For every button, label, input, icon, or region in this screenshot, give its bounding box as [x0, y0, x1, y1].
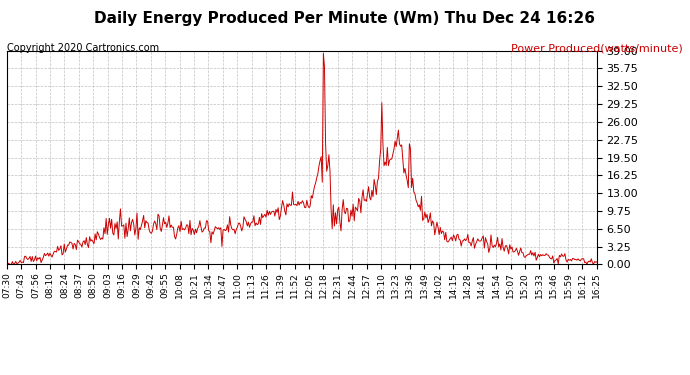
Text: Copyright 2020 Cartronics.com: Copyright 2020 Cartronics.com: [7, 43, 159, 53]
Text: Daily Energy Produced Per Minute (Wm) Thu Dec 24 16:26: Daily Energy Produced Per Minute (Wm) Th…: [95, 11, 595, 26]
Text: Power Produced(watts/minute): Power Produced(watts/minute): [511, 43, 683, 53]
